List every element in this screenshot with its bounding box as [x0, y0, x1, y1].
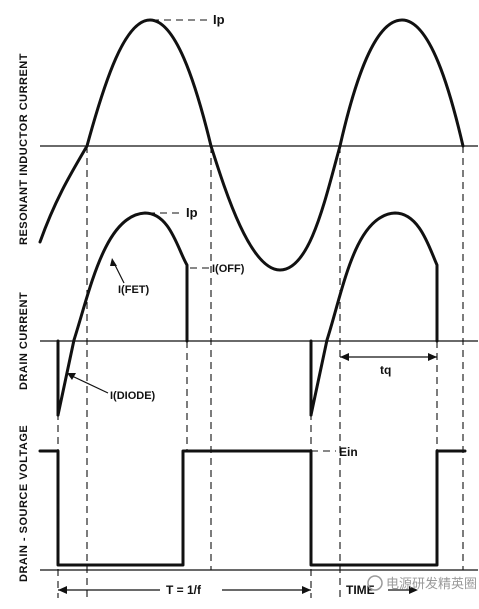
- time-label: TIME: [346, 583, 375, 597]
- i-fet-arrow: [113, 262, 125, 284]
- ip-mid-label: Ip: [186, 205, 198, 220]
- alignment-lines: [57, 146, 464, 598]
- period-arrow-left: [58, 586, 67, 594]
- time-arrowhead: [409, 586, 418, 594]
- axis-title-drain-source-voltage: DRAIN - SOURCE VOLTAGE: [18, 425, 30, 582]
- axis-title-drain-current: DRAIN CURRENT: [18, 292, 30, 390]
- i-fet-label: I(FET): [118, 284, 149, 296]
- drain-source-voltage-wave: [38, 449, 467, 567]
- tq-label: tq: [380, 363, 391, 377]
- period-label: T = 1/f: [166, 583, 202, 597]
- resonant-inductor-current-wave: [38, 18, 465, 272]
- drain-current-pulse-1: [56, 211, 189, 417]
- watermark-icon: [367, 575, 383, 591]
- i-diode-arrowhead: [67, 373, 76, 380]
- watermark: 电源研发精英圈: [367, 575, 477, 592]
- ip-top-label: Ip: [213, 12, 225, 27]
- i-diode-label: I(DIODE): [110, 390, 156, 402]
- axis-title-resonant-inductor-current: RESONANT INDUCTOR CURRENT: [18, 53, 30, 245]
- watermark-text: 电源研发精英圈: [386, 576, 477, 592]
- i-off-label: I(OFF): [212, 263, 245, 275]
- i-diode-arrow: [71, 375, 109, 394]
- drain-current-pulse-2: [309, 211, 439, 417]
- ein-label: Ein: [339, 445, 358, 459]
- period-arrow-right: [302, 586, 311, 594]
- i-fet-arrowhead: [110, 258, 117, 266]
- tq-arrow-left: [340, 353, 349, 361]
- tq-arrow-right: [428, 353, 437, 361]
